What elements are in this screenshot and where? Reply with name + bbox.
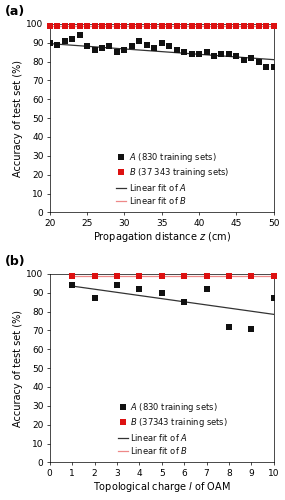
Text: (b): (b)	[5, 255, 26, 268]
X-axis label: Propagation distance $z$ (cm): Propagation distance $z$ (cm)	[93, 230, 231, 244]
X-axis label: Topological charge $l$ of OAM: Topological charge $l$ of OAM	[93, 480, 231, 494]
Text: (a): (a)	[5, 5, 25, 18]
Legend: $A$ (830 training sets), $B$ (37343 training sets), Linear fit of $A$, Linear fi: $A$ (830 training sets), $B$ (37343 trai…	[118, 401, 228, 456]
Y-axis label: Accuracy of test set (%): Accuracy of test set (%)	[13, 310, 23, 426]
Legend: $A$ (830 training sets), $B$ (37 343 training sets), Linear fit of $A$, Linear f: $A$ (830 training sets), $B$ (37 343 tra…	[117, 151, 229, 206]
Y-axis label: Accuracy of test set (%): Accuracy of test set (%)	[13, 60, 23, 176]
